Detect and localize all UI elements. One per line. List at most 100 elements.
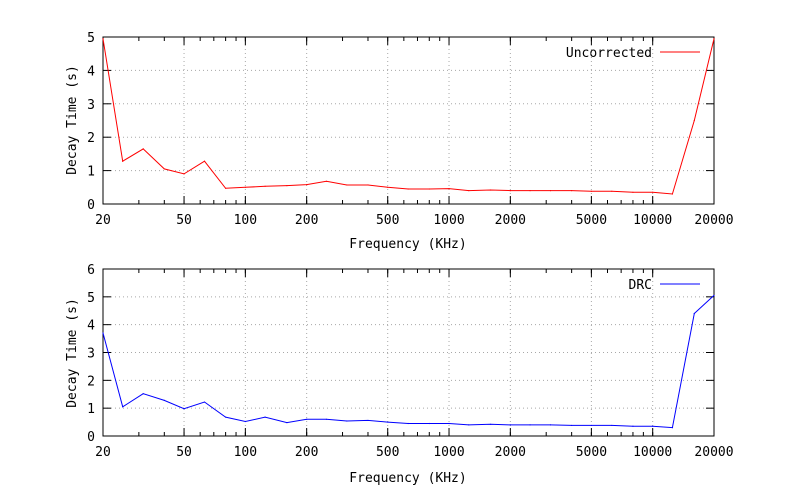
data-point	[286, 185, 288, 187]
x-tick-label: 200	[295, 445, 318, 460]
data-point	[611, 424, 613, 427]
x-tick-label: 100	[234, 445, 257, 460]
y-tick-label: 3	[87, 98, 95, 113]
data-point	[102, 332, 104, 334]
series-line-uncorrected	[102, 38, 715, 195]
y-tick-label: 0	[87, 198, 95, 213]
data-point	[509, 190, 511, 192]
data-point	[367, 419, 369, 422]
data-point	[163, 168, 165, 170]
y-tick-label: 2	[87, 131, 95, 146]
data-point	[652, 191, 654, 193]
data-point	[244, 186, 246, 188]
data-point	[367, 184, 369, 186]
x-tick-label: 1000	[433, 213, 464, 228]
data-point	[571, 424, 573, 427]
plot-frame	[102, 268, 715, 437]
data-point	[225, 187, 227, 189]
x-tick-label: 5000	[576, 445, 607, 460]
data-point	[448, 188, 450, 190]
x-tick-label: 100	[234, 213, 257, 228]
data-point	[671, 427, 674, 429]
data-point	[225, 416, 227, 418]
data-point	[387, 421, 389, 423]
data-point	[244, 420, 246, 423]
data-point	[671, 193, 674, 195]
x-tick-label: 500	[376, 445, 399, 460]
x-tick-label: 20	[95, 445, 111, 460]
data-point	[428, 188, 430, 190]
data-point	[306, 184, 308, 186]
legend-label-uncorrected: Uncorrected	[566, 46, 652, 61]
data-point	[122, 406, 124, 408]
data-point	[203, 160, 206, 162]
data-point	[183, 408, 185, 410]
x-tick-label: 10000	[633, 213, 672, 228]
data-point	[468, 190, 470, 192]
data-point	[632, 191, 634, 193]
x-tick-label: 1000	[433, 445, 464, 460]
data-point	[407, 188, 409, 190]
series-line-drc	[102, 295, 715, 429]
data-point	[142, 393, 144, 395]
x-axis-label-top: Frequency (KHz)	[349, 237, 466, 252]
data-point	[407, 422, 409, 425]
chart-bottom: DRC Frequency (KHz) Decay Time (s) 20 50 1…	[65, 263, 734, 486]
data-point	[529, 424, 531, 426]
data-point	[509, 424, 511, 426]
y-tick-label: 4	[87, 319, 95, 334]
x-tick-label: 500	[376, 213, 399, 228]
data-point	[102, 38, 104, 40]
data-point	[571, 190, 573, 192]
data-point	[693, 119, 695, 122]
y-tick-label: 4	[87, 64, 95, 79]
y-tick-label: 1	[87, 402, 95, 417]
data-point	[590, 424, 592, 427]
data-point	[468, 424, 470, 426]
data-point	[387, 186, 389, 188]
x-tick-label: 200	[295, 213, 318, 228]
data-point	[448, 422, 450, 425]
data-point	[122, 160, 124, 162]
data-point	[203, 401, 206, 403]
data-point	[264, 185, 266, 187]
y-axis-label-bottom: Decay Time (s)	[65, 298, 80, 408]
x-tick-label: 20000	[694, 213, 733, 228]
x-tick-label: 2000	[495, 445, 526, 460]
data-point	[163, 399, 165, 401]
y-tick-label: 5	[87, 31, 95, 46]
data-point	[489, 423, 492, 425]
chart-top: Uncorrected Frequency (KHz) Decay Time (…	[65, 31, 734, 252]
y-tick-label: 2	[87, 374, 95, 389]
y-tick-label: 6	[87, 263, 95, 278]
data-point	[489, 189, 492, 191]
x-tick-label: 50	[176, 445, 192, 460]
data-point	[549, 424, 552, 426]
data-point	[693, 312, 695, 315]
data-point	[286, 422, 288, 424]
data-point	[549, 190, 552, 192]
data-point	[264, 416, 266, 418]
x-tick-label: 20000	[694, 445, 733, 460]
data-point	[611, 190, 613, 192]
data-point	[325, 418, 328, 420]
x-tick-label: 5000	[576, 213, 607, 228]
x-axis-label-bottom: Frequency (KHz)	[349, 471, 466, 486]
x-tick-label: 50	[176, 213, 192, 228]
data-point	[346, 420, 348, 422]
data-point	[529, 190, 531, 192]
data-point	[346, 184, 348, 186]
x-tick-label: 20	[95, 213, 111, 228]
data-point	[632, 425, 634, 427]
data-point	[590, 190, 592, 192]
data-point	[713, 294, 715, 297]
y-tick-label: 1	[87, 165, 95, 180]
plot-frame	[102, 36, 715, 205]
y-axis-label-top: Decay Time (s)	[65, 65, 80, 175]
data-point	[325, 180, 328, 182]
x-tick-label: 2000	[495, 213, 526, 228]
y-tick-label: 3	[87, 347, 95, 362]
data-point	[306, 418, 308, 420]
data-point	[183, 173, 185, 175]
